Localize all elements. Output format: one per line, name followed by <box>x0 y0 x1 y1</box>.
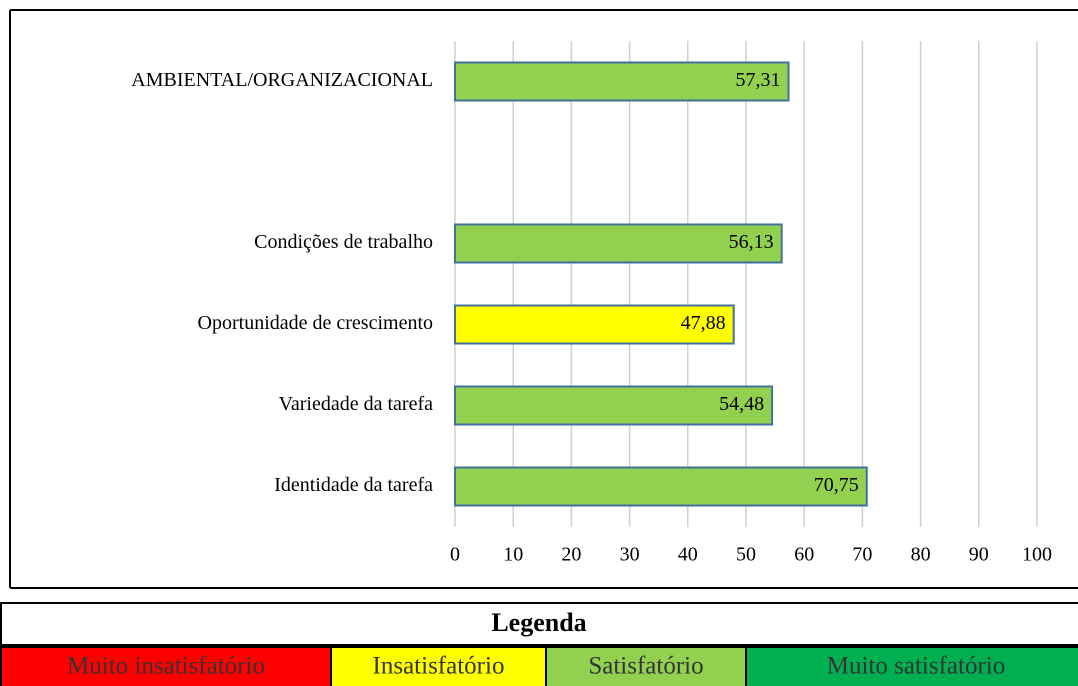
x-tick-label: 50 <box>736 544 756 566</box>
legend-label: Insatisfatório <box>373 653 505 680</box>
x-tick-label: 40 <box>678 544 698 566</box>
bar <box>454 223 783 264</box>
data-label: 57,31 <box>736 69 781 91</box>
x-tick-label: 0 <box>450 544 460 566</box>
x-tick-label: 20 <box>561 544 581 566</box>
data-label: 54,48 <box>719 393 764 415</box>
bar <box>454 61 790 102</box>
legend-title: Legenda <box>491 608 586 637</box>
x-tick-label: 90 <box>969 544 989 566</box>
y-tick-label: Condições de trabalho <box>254 231 433 253</box>
bar <box>454 385 774 426</box>
bar <box>454 304 735 345</box>
x-tick-label: 10 <box>503 544 523 566</box>
x-tick-label: 60 <box>794 544 814 566</box>
x-tick-label: 100 <box>1022 544 1052 566</box>
legend-table: Legenda Muito insatisfatório Insatisfatóri… <box>0 602 1078 686</box>
data-label: 56,13 <box>729 231 774 253</box>
legend-label: Satisfatório <box>588 653 703 680</box>
data-label: 70,75 <box>814 474 859 496</box>
legend-label: Muito insatisfatório <box>67 653 265 680</box>
y-tick-label: Oportunidade de crescimento <box>198 312 433 334</box>
x-tick-label: 30 <box>620 544 640 566</box>
x-tick-label: 80 <box>911 544 931 566</box>
y-tick-label: AMBIENTAL/ORGANIZACIONAL <box>131 69 433 91</box>
bar <box>454 466 868 507</box>
x-tick-label: 70 <box>852 544 872 566</box>
legend-header <box>0 602 1078 646</box>
y-tick-label: Identidade da tarefa <box>274 474 433 496</box>
data-label: 47,88 <box>681 312 726 334</box>
legend-swatch <box>745 646 1078 686</box>
y-tick-label: Variedade da tarefa <box>279 393 433 415</box>
legend-label: Muito satisfatório <box>827 653 1005 680</box>
